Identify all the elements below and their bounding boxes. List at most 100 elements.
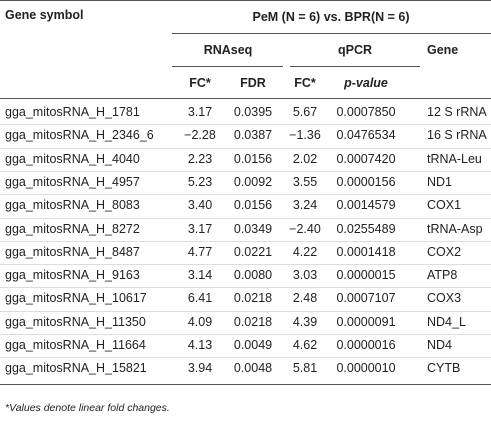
table-cell: 16 S rRNA [427,128,487,143]
row-divider [0,217,491,219]
table-cell: 3.14 [187,268,213,283]
table-cell: 3.55 [292,174,318,189]
header-cell: qPCR [337,43,373,57]
rule [0,384,491,385]
table-cell: 0.0387 [233,128,273,143]
table-cell: 0.0156 [233,198,273,213]
row-divider [0,357,491,359]
table-cell: 0.0007107 [336,291,396,306]
table-cell: 3.24 [292,198,318,213]
table-cell: 4.22 [292,244,318,259]
table-cell: −2.40 [289,221,321,236]
table-cell: gga_mitosRNA_H_2346_6 [5,128,154,143]
table-cell: −1.36 [289,128,321,143]
table-cell: gga_mitosRNA_H_9163 [5,268,140,283]
table-cell: 3.17 [187,105,213,119]
table-cell: 0.0221 [233,244,273,259]
header-cell: PeM (N = 6) vs. BPR(N = 6) [252,10,410,24]
table-cell: 2.23 [187,151,213,166]
table-cell: 4.39 [292,314,318,329]
table-cell: COX3 [427,291,462,306]
table-cell: gga_mitosRNA_H_8487 [5,244,140,259]
table-cell: 5.23 [187,174,213,189]
rule [290,66,420,67]
rule [0,0,491,1]
header-cell: FC* [189,76,211,90]
table-cell: 0.0255489 [336,221,396,236]
table-cell: 2.02 [292,151,318,166]
table-cell: −2.28 [184,128,216,143]
table-cell: 3.40 [187,198,213,213]
table-cell: tRNA-Leu [427,151,482,166]
table-cell: 0.0049 [233,338,273,352]
table-cell: 0.0092 [233,174,273,189]
row-divider [0,170,491,172]
table-cell: 3.94 [187,361,213,376]
table-cell: 3.03 [292,268,318,283]
table-cell: 2.48 [292,291,318,306]
table-cell: 0.0007420 [336,151,396,166]
table-cell: gga_mitosRNA_H_1781 [5,105,140,119]
table-cell: 0.0000091 [336,314,396,329]
table-cell: 0.0048 [233,361,273,376]
table-cell: 0.0080 [233,268,273,283]
table-cell: 0.0014579 [336,198,396,213]
table-cell: gga_mitosRNA_H_10617 [5,291,147,306]
table-cell: 0.0476534 [336,128,396,143]
table-cell: 0.0000015 [336,268,396,283]
row-divider [0,124,491,126]
rule [172,66,283,67]
table-cell: 12 S rRNA [427,105,487,119]
row-divider [0,334,491,335]
row-divider [0,287,491,289]
table-cell: CYTB [427,361,461,376]
table-cell: ND4 [427,338,453,352]
table-cell: COX1 [427,198,462,213]
table-cell: 3.17 [187,221,213,236]
table-cell: 0.0395 [233,105,273,119]
table-cell: 0.0000016 [336,338,396,352]
rule [172,33,491,34]
table-cell: 0.0156 [233,151,273,166]
header-cell: Gene symbol [5,8,84,22]
row-divider [0,264,491,266]
table-cell: ND4_L [427,314,466,329]
table-cell: 0.0000010 [336,361,396,376]
table-cell: 4.77 [187,244,213,259]
table-cell: gga_mitosRNA_H_8272 [5,221,140,236]
table-cell: 0.0218 [233,314,273,329]
table-cell: 4.13 [187,338,213,352]
table-cell: gga_mitosRNA_H_4957 [5,174,140,189]
table-cell: gga_mitosRNA_H_4040 [5,151,140,166]
footnote: *Values denote linear fold changes. [5,402,170,414]
row-divider [0,194,491,196]
header-cell: p-value [344,76,388,90]
table-cell: gga_mitosRNA_H_15821 [5,361,147,376]
header-cell: Gene [427,43,459,57]
table-cell: 5.81 [292,361,318,376]
table-cell: 0.0349 [233,221,273,236]
table-cell: 5.67 [292,105,318,119]
table-cell: 4.09 [187,314,213,329]
rule [0,98,491,99]
row-divider [0,310,491,312]
table-cell: 0.0001418 [336,244,396,259]
table-cell: 0.0218 [233,291,273,306]
header-cell: FDR [240,76,266,90]
row-divider [0,147,491,149]
table-cell: 0.0007850 [336,105,396,119]
table-cell: ATP8 [427,268,458,283]
table-cell: gga_mitosRNA_H_11664 [5,338,146,352]
table-cell: 0.0000156 [336,174,396,189]
row-divider [0,240,491,242]
table-cell: gga_mitosRNA_H_8083 [5,198,140,213]
table-cell: tRNA-Asp [427,221,483,236]
header-cell: FC* [294,76,316,90]
table-cell: 4.62 [292,338,318,352]
table-cell: ND1 [427,174,453,189]
table-cell: 6.41 [187,291,213,306]
header-cell: RNAseq [203,43,253,57]
table-cell: COX2 [427,244,462,259]
table-cell: gga_mitosRNA_H_11350 [5,314,146,329]
